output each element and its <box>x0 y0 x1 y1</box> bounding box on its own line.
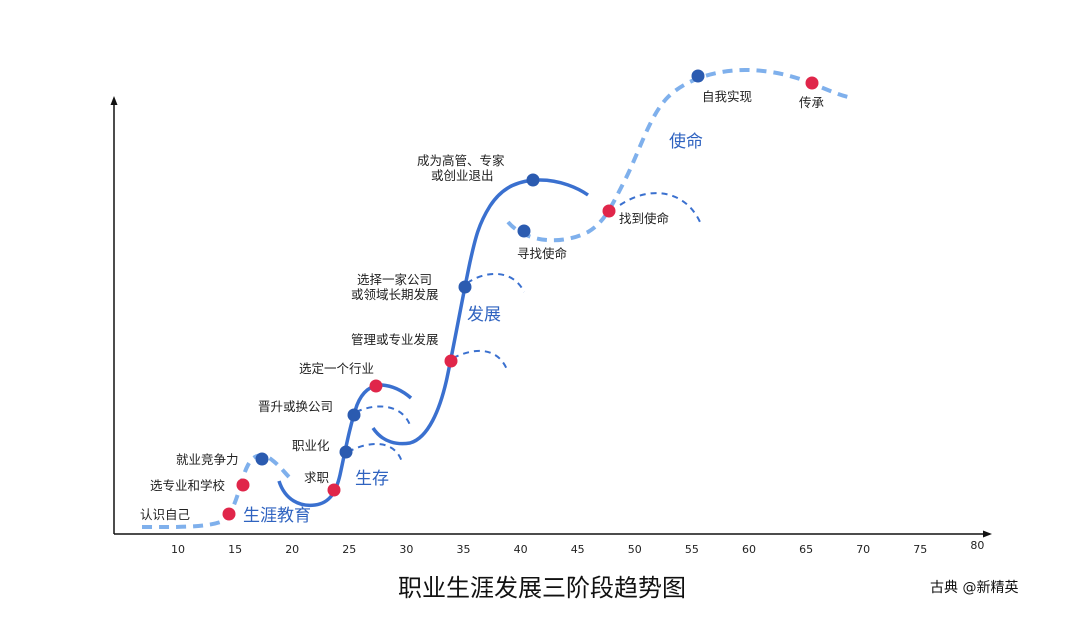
branch-arc <box>355 405 411 426</box>
branch-arc <box>347 442 403 463</box>
x-tick-label: 75 <box>913 543 927 556</box>
x-tick-label: 70 <box>856 543 870 556</box>
x-tick-label: 20 <box>285 543 299 556</box>
x-tick-label: 45 <box>571 543 585 556</box>
branch-arc <box>452 349 509 373</box>
dot-认识自己 <box>222 507 236 521</box>
dot-选定一个行业 <box>369 379 383 393</box>
milestone-label: 寻找使命 <box>517 246 568 261</box>
milestone-label: 管理或专业发展 <box>351 332 439 347</box>
x-axis-ticks: 10 15 20 25 30 35 40 45 50 55 60 65 70 75 80 <box>171 539 984 556</box>
dot-找到使命 <box>602 204 616 218</box>
dot-就业竞争力 <box>255 452 269 466</box>
x-tick-label: 55 <box>685 543 699 556</box>
dot-成为高管 <box>526 173 540 187</box>
education-curve <box>141 453 292 530</box>
x-tick-label: 50 <box>628 543 642 556</box>
x-tick-label: 30 <box>399 543 413 556</box>
dot-选专业和学校 <box>236 478 250 492</box>
milestone-label: 自我实现 <box>702 89 752 104</box>
milestone-label: 晋升或换公司 <box>258 399 333 414</box>
dot-传承 <box>805 76 819 90</box>
x-axis-arrow <box>983 530 992 538</box>
branch-arc <box>619 192 701 223</box>
milestone-label: 选专业和学校 <box>150 478 226 493</box>
milestone-label: 找到使命 <box>619 211 670 226</box>
milestone-label: 选择一家公司 <box>357 272 432 287</box>
dot-寻找使命 <box>517 224 531 238</box>
branch-arc <box>466 272 525 293</box>
diagram-title: 职业生涯发展三阶段趋势图 <box>398 574 686 602</box>
x-tick-label: 15 <box>228 543 242 556</box>
milestone-label: 选定一个行业 <box>299 361 374 376</box>
credit: 古典 @新精英 <box>930 579 1018 596</box>
dot-职业化 <box>339 445 353 459</box>
mission-curve <box>506 67 849 243</box>
milestone-label: 求职 <box>304 470 329 485</box>
x-tick-label: 35 <box>457 543 471 556</box>
phase-label: 生涯教育 <box>243 506 311 526</box>
milestone-dots <box>222 69 819 521</box>
survival-curve <box>277 383 413 508</box>
dot-自我实现 <box>691 69 705 83</box>
milestone-label: 或领域长期发展 <box>351 287 439 302</box>
development-curve <box>371 178 590 446</box>
dot-选择一家公司 <box>458 280 472 294</box>
x-tick-label: 40 <box>514 543 528 556</box>
dot-求职 <box>327 483 341 497</box>
x-tick-label: 80 <box>970 539 984 552</box>
x-tick-label: 60 <box>742 543 756 556</box>
phase-label: 生存 <box>355 469 389 489</box>
y-axis-arrow <box>110 96 118 105</box>
dot-晋升或换公司 <box>347 408 361 422</box>
x-tick-label: 10 <box>171 543 185 556</box>
x-tick-label: 25 <box>342 543 356 556</box>
milestone-label: 传承 <box>799 95 825 110</box>
phase-label: 发展 <box>467 305 501 325</box>
x-tick-label: 65 <box>799 543 813 556</box>
milestone-label: 成为高管、专家 <box>417 153 505 168</box>
dot-管理或专业发展 <box>444 354 458 368</box>
milestone-label: 或创业退出 <box>431 168 494 183</box>
milestone-label: 职业化 <box>292 438 330 453</box>
phase-label: 使命 <box>669 131 703 152</box>
milestone-label: 认识自己 <box>140 507 190 522</box>
milestone-label: 就业竞争力 <box>176 452 239 467</box>
